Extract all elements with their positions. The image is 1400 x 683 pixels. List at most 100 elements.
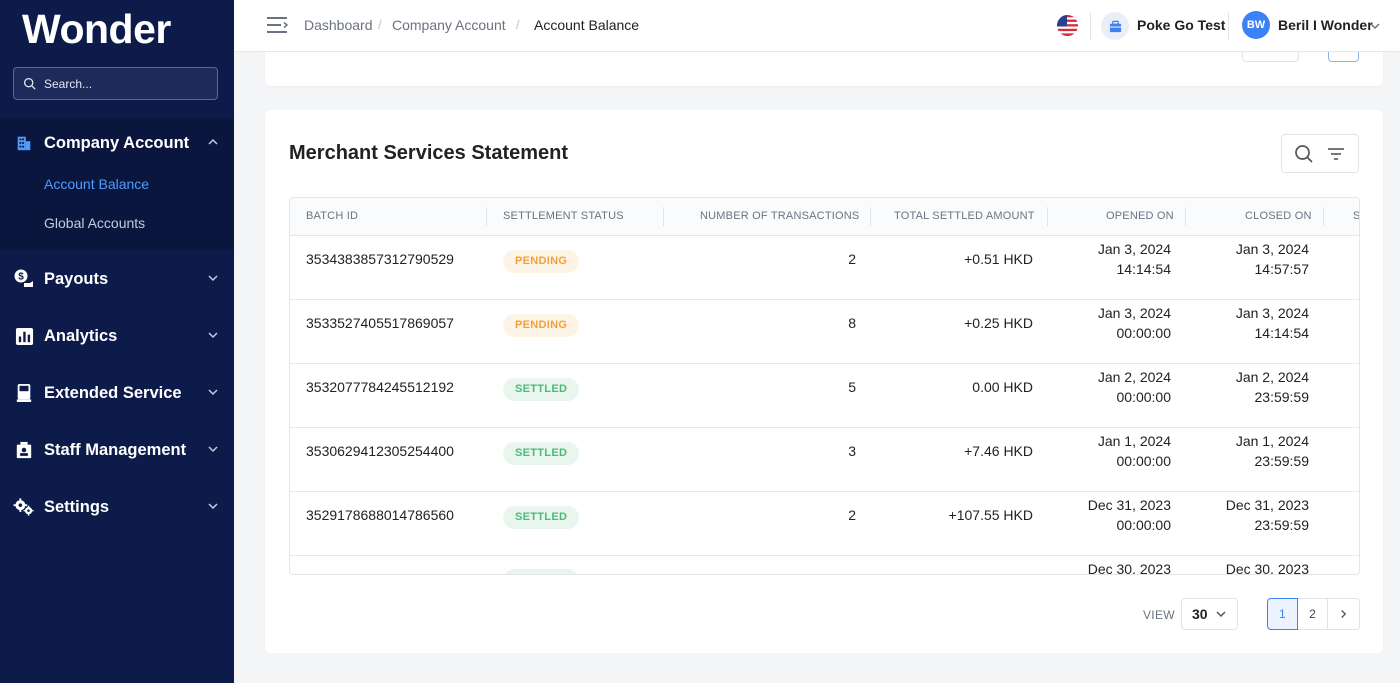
transaction-count: 3 — [848, 443, 856, 459]
user-menu[interactable]: Beril I Wonder — [1278, 17, 1373, 33]
table-row[interactable]: 3529178688014786560 SETTLED 2 +107.55 HK… — [290, 492, 1359, 556]
search-icon — [23, 77, 36, 90]
breadcrumb-separator: / — [516, 17, 520, 32]
column-header-truncated[interactable]: S — [1353, 210, 1360, 222]
opened-on: Jan 3, 2024 14:14:54 — [1097, 241, 1171, 277]
chevron-down-icon — [208, 503, 218, 510]
card-button[interactable] — [1242, 52, 1299, 62]
opened-on: Jan 2, 2024 00:00:00 — [1097, 369, 1171, 405]
chevron-down-icon — [1216, 611, 1226, 618]
table-row[interactable]: Dec 30, 2023 Dec 30, 2023 — [290, 556, 1359, 575]
breadcrumb-separator: / — [378, 17, 382, 32]
closed-on: Jan 2, 2024 23:59:59 — [1235, 369, 1309, 405]
us-flag-icon[interactable] — [1057, 15, 1078, 36]
column-divider — [870, 207, 871, 226]
column-header-settlement-status[interactable]: SETTLEMENT STATUS — [503, 210, 624, 222]
chevron-down-icon — [208, 446, 218, 453]
page-size-select[interactable]: 30 — [1181, 598, 1238, 630]
closed-on: Jan 1, 2024 23:59:59 — [1235, 433, 1309, 469]
status-badge: SETTLED — [503, 378, 580, 401]
opened-on: Dec 31, 2023 00:00:00 — [1087, 497, 1171, 533]
sidebar-item-label: Extended Service — [44, 383, 182, 402]
column-header-total-settled-amount[interactable]: TOTAL SETTLED AMOUNT — [894, 210, 1035, 222]
chevron-down-icon — [208, 332, 218, 339]
opened-on: Jan 3, 2024 00:00:00 — [1097, 305, 1171, 341]
table-row[interactable]: 3532077784245512192 SETTLED 5 0.00 HKD J… — [290, 364, 1359, 428]
sidebar-item-label: Staff Management — [44, 440, 187, 459]
table-row[interactable]: 3530629412305254400 SETTLED 3 +7.46 HKD … — [290, 428, 1359, 492]
chevron-down-icon[interactable] — [1370, 22, 1380, 30]
status-badge: SETTLED — [503, 442, 580, 465]
account-balance-card — [265, 52, 1383, 86]
filter-icon[interactable] — [1326, 144, 1346, 164]
column-header-opened-on[interactable]: OPENED ON — [1106, 210, 1174, 222]
closed-on: Dec 30, 2023 — [1225, 561, 1309, 575]
settled-amount: +0.25 HKD — [964, 315, 1033, 331]
column-header-batch-id[interactable]: BATCH ID — [306, 210, 359, 222]
sidebar-item-label: Settings — [44, 497, 110, 516]
sidebar-item-analytics[interactable]: Analytics — [0, 316, 234, 356]
batch-id: 3533527405517869057 — [306, 315, 454, 331]
settled-amount: +107.55 HKD — [948, 507, 1033, 523]
menu-toggle-icon[interactable] — [266, 15, 288, 35]
card-title: Merchant Services Statement — [289, 142, 569, 164]
sidebar-item-staff-management[interactable]: Staff Management — [0, 430, 234, 470]
sidebar-item-company-account[interactable]: Company Account — [0, 123, 234, 163]
avatar[interactable]: BW — [1242, 11, 1270, 39]
company-building-icon — [13, 132, 35, 154]
batch-id: 3532077784245512192 — [306, 379, 454, 395]
breadcrumb-company-account[interactable]: Company Account — [392, 17, 506, 33]
store-switcher[interactable]: Poke Go Test — [1137, 17, 1226, 33]
status-badge: PENDING — [503, 314, 580, 337]
search-icon[interactable] — [1294, 144, 1314, 164]
chevron-down-icon — [208, 275, 218, 282]
breadcrumb-dashboard[interactable]: Dashboard — [304, 17, 373, 33]
app-logo: Wonder — [22, 6, 171, 52]
extended-service-icon — [13, 382, 35, 404]
sidebar-item-settings[interactable]: Settings — [0, 487, 234, 527]
sidebar-item-extended-service[interactable]: Extended Service — [0, 373, 234, 413]
column-divider — [1047, 207, 1048, 226]
opened-on: Dec 30, 2023 — [1087, 561, 1171, 575]
closed-on: Jan 3, 2024 14:14:54 — [1235, 305, 1309, 341]
table-header: BATCH ID SETTLEMENT STATUS NUMBER OF TRA… — [290, 198, 1360, 236]
sidebar-subitem-account-balance[interactable]: Account Balance — [44, 176, 150, 192]
column-divider — [486, 207, 487, 226]
table-row[interactable]: 3534383857312790529 PENDING 2 +0.51 HKD … — [290, 236, 1359, 300]
page-size-value: 30 — [1192, 606, 1208, 622]
breadcrumb-account-balance: Account Balance — [534, 17, 640, 33]
column-divider — [1323, 207, 1324, 226]
pagination: 1 2 — [1267, 598, 1360, 630]
column-header-number-of-transactions[interactable]: NUMBER OF TRANSACTIONS — [700, 210, 860, 222]
batch-id: 3530629412305254400 — [306, 443, 454, 459]
table-row[interactable]: 3533527405517869057 PENDING 8 +0.25 HKD … — [290, 300, 1359, 364]
batch-id: 3534383857312790529 — [306, 251, 454, 267]
status-badge: PENDING — [503, 250, 580, 273]
transaction-count: 2 — [848, 507, 856, 523]
column-divider — [1359, 236, 1360, 575]
view-label: VIEW — [1143, 608, 1175, 622]
page-button-1[interactable]: 1 — [1267, 598, 1298, 630]
analytics-icon — [13, 325, 35, 347]
sidebar-subitem-global-accounts[interactable]: Global Accounts — [44, 215, 146, 231]
opened-on: Jan 1, 2024 00:00:00 — [1097, 433, 1171, 469]
closed-on: Jan 3, 2024 14:57:57 — [1235, 241, 1309, 277]
page-button-2[interactable]: 2 — [1298, 599, 1329, 629]
column-header-closed-on[interactable]: CLOSED ON — [1245, 210, 1312, 222]
search-input[interactable]: Search... — [13, 67, 218, 100]
closed-on: Dec 31, 2023 23:59:59 — [1225, 497, 1309, 533]
transaction-count: 8 — [848, 315, 856, 331]
sidebar-item-payouts[interactable]: $ Payouts — [0, 259, 234, 299]
chevron-up-icon — [208, 138, 218, 145]
card-button[interactable] — [1328, 52, 1359, 62]
status-badge: SETTLED — [503, 506, 580, 529]
status-badge — [503, 569, 579, 574]
transaction-count: 2 — [848, 251, 856, 267]
search-placeholder: Search... — [44, 76, 93, 91]
sidebar: Wonder Search... Company Account Account… — [0, 0, 234, 683]
chevron-right-icon — [1341, 610, 1347, 618]
next-page-button[interactable] — [1328, 599, 1359, 629]
transaction-count: 5 — [848, 379, 856, 395]
column-divider — [1185, 207, 1186, 226]
sidebar-item-label: Company Account — [44, 133, 190, 152]
